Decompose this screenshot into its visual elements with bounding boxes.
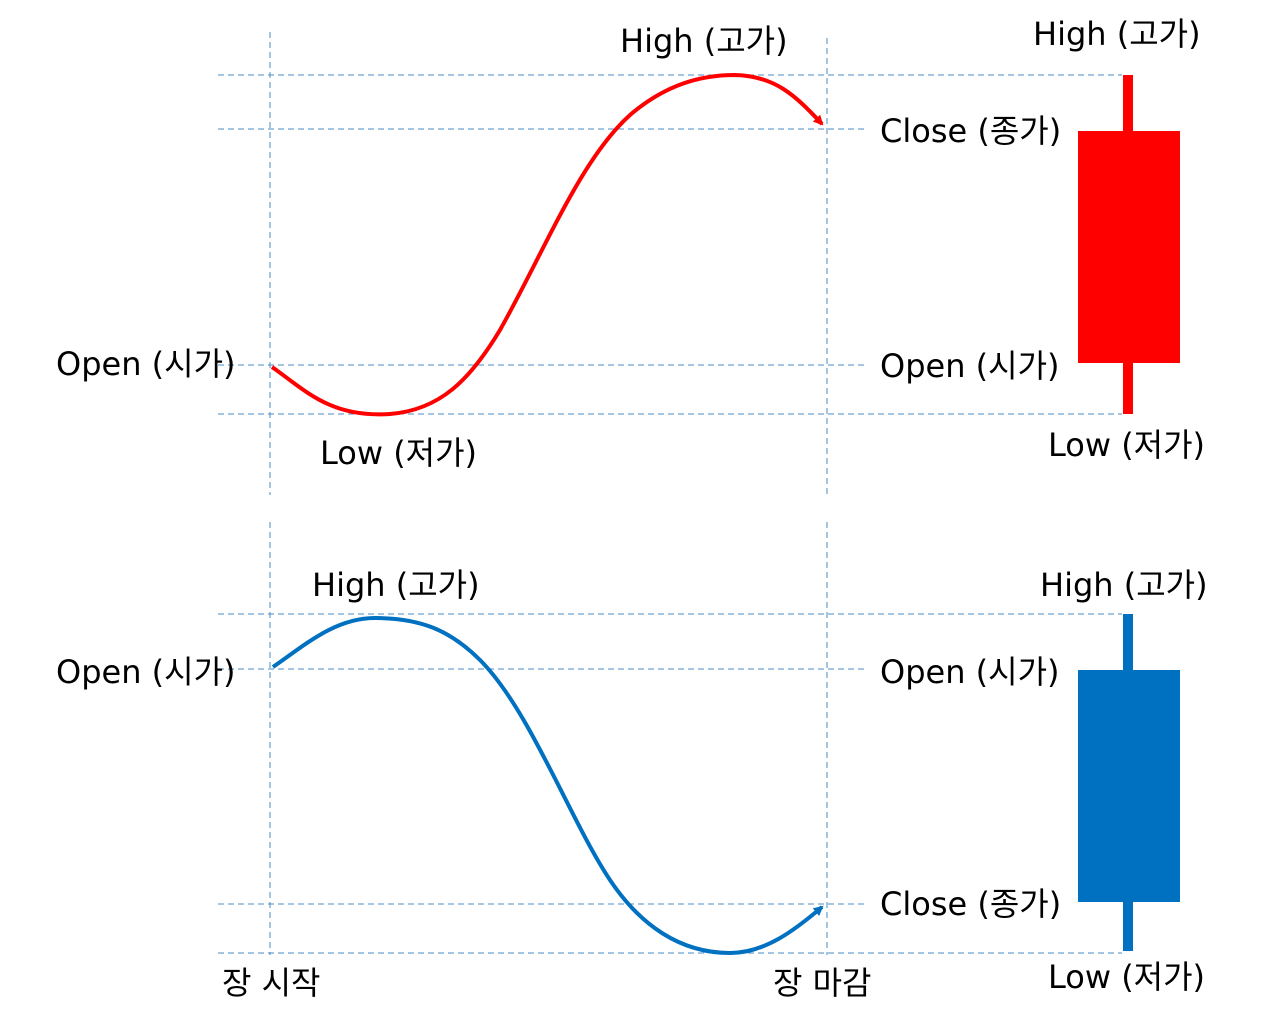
bottom-candle-high-label: High (고가) (1040, 566, 1208, 604)
top-path-open-label: Open (시가) (56, 345, 236, 383)
top-panel: Open (시가) High (고가) Low (저가) High (고가) C… (56, 15, 1205, 495)
bottom-candle-close-label: Close (종가) (880, 885, 1061, 923)
top-candle-body (1078, 131, 1180, 363)
bottom-candle-low-label: Low (저가) (1048, 958, 1205, 996)
bottom-path-open-label: Open (시가) (56, 653, 236, 691)
bottom-candle-open-label: Open (시가) (880, 653, 1060, 691)
top-candle-low-label: Low (저가) (1048, 426, 1205, 464)
top-path-low-label: Low (저가) (320, 434, 477, 472)
top-candle-close-label: Close (종가) (880, 112, 1061, 150)
top-candle-open-label: Open (시가) (880, 347, 1060, 385)
market-close-label: 장 마감 (773, 964, 872, 1002)
bottom-path-high-label: High (고가) (312, 566, 480, 604)
bottom-panel: Open (시가) High (고가) High (고가) Open (시가) … (56, 522, 1208, 996)
top-candle-high-label: High (고가) (1033, 15, 1201, 53)
market-open-label: 장 시작 (222, 964, 321, 1002)
bottom-price-path (271, 615, 824, 956)
top-price-path (270, 72, 824, 417)
top-path-high-label: High (고가) (620, 22, 788, 60)
bottom-candle-body (1078, 670, 1180, 902)
